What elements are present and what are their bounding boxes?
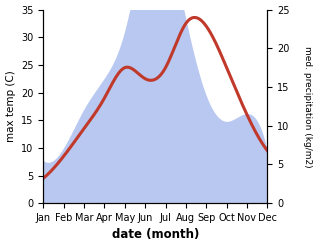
Y-axis label: med. precipitation (kg/m2): med. precipitation (kg/m2) [303, 45, 313, 167]
Y-axis label: max temp (C): max temp (C) [5, 70, 16, 142]
X-axis label: date (month): date (month) [112, 228, 199, 242]
